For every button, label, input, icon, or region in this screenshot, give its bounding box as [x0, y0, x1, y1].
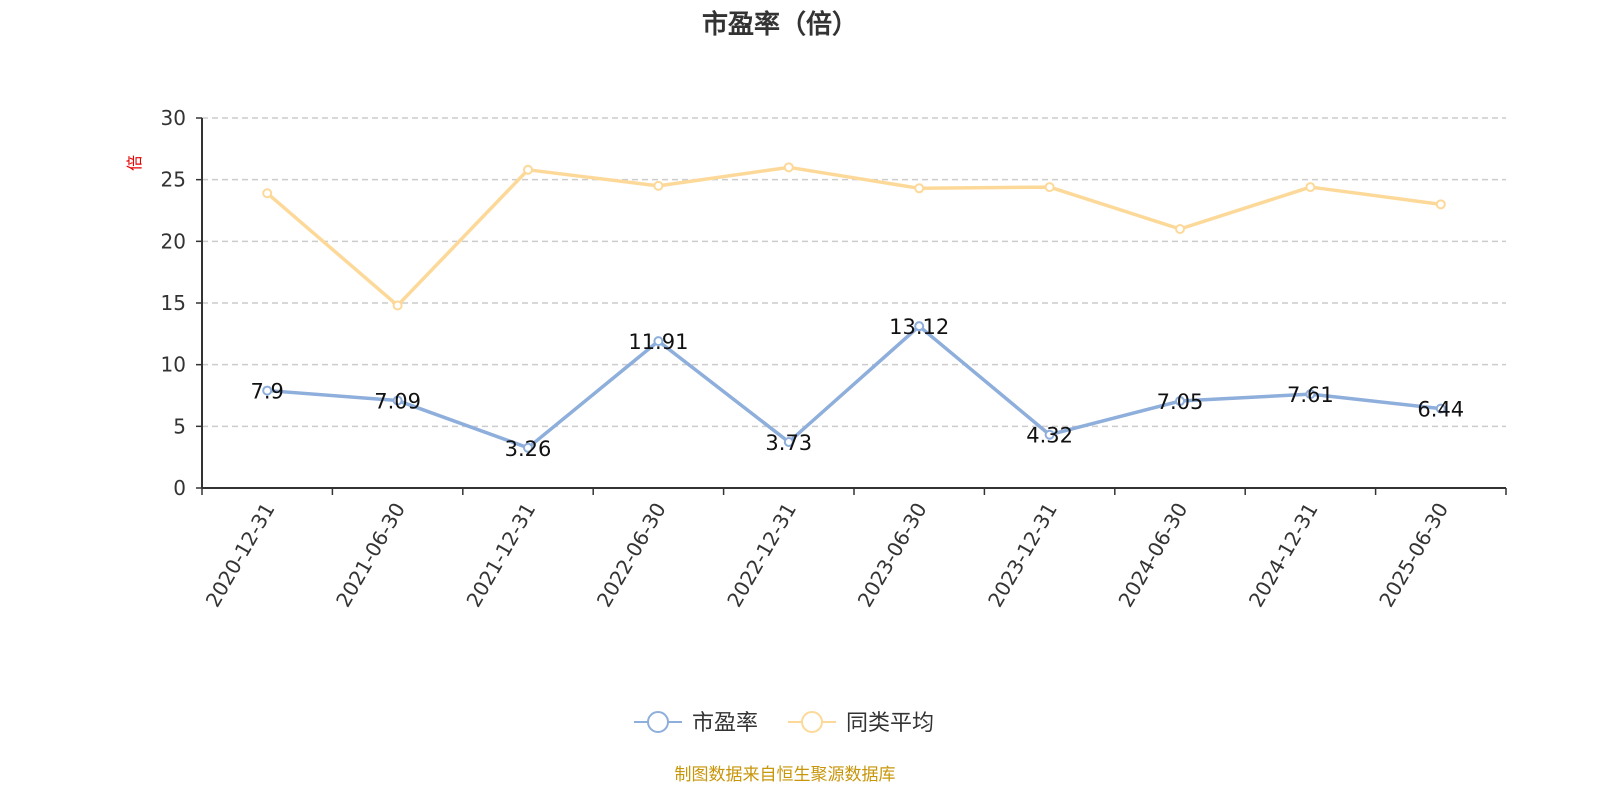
series-0-point-0[interactable]	[262, 385, 273, 396]
legend[interactable]: 市盈率 同类平均	[634, 711, 934, 736]
series-line-0	[267, 324, 1441, 450]
y-tick-label-6: 30	[161, 106, 186, 130]
y-axis-label: 倍	[125, 155, 144, 171]
y-tick-label-0: 0	[173, 476, 186, 500]
x-tick-label-0: 2020-12-31	[201, 499, 280, 612]
series-0-data-label-5: 13.12	[889, 315, 949, 339]
series-1-point-3[interactable]	[653, 180, 664, 191]
series-1-point-9[interactable]	[1435, 199, 1446, 210]
series-0-data-label-2: 3.26	[505, 437, 552, 461]
x-tick-label-4: 2022-12-31	[722, 499, 801, 612]
series-1-point-0[interactable]	[262, 188, 273, 199]
x-tick-label-8: 2024-12-31	[1244, 499, 1323, 612]
x-tick-label-2: 2021-12-31	[461, 499, 540, 612]
series-0-point-8[interactable]	[1305, 389, 1316, 400]
y-tick-label-5: 25	[161, 168, 186, 192]
series-1-point-8[interactable]	[1305, 182, 1316, 193]
series-0-data-label-8: 7.61	[1287, 383, 1334, 407]
y-tick-label-1: 5	[173, 414, 186, 438]
legend-label-0: 市盈率	[692, 711, 758, 736]
series-0-point-9[interactable]	[1435, 403, 1446, 414]
x-tick-label-6: 2023-12-31	[983, 499, 1062, 612]
series-lines	[262, 162, 1446, 453]
series-0-data-label-0: 7.9	[250, 380, 283, 404]
series-1-point-1[interactable]	[392, 300, 403, 311]
series-0-data-label-9: 6.44	[1417, 398, 1464, 422]
legend-item-1[interactable]: 同类平均	[788, 711, 934, 736]
series-0-point-5[interactable]	[914, 321, 925, 332]
series-1-point-6[interactable]	[1044, 182, 1055, 193]
legend-marker-0	[647, 711, 669, 733]
x-tick-label-3: 2022-06-30	[592, 499, 671, 612]
series-1-point-2[interactable]	[523, 164, 533, 175]
series-line-1	[266, 165, 1442, 308]
legend-marker-1	[801, 711, 823, 733]
series-0-data-label-3: 11.91	[628, 330, 688, 354]
series-1-point-4[interactable]	[783, 162, 794, 173]
x-tick-label-7: 2024-06-30	[1113, 499, 1192, 612]
series-1-point-5[interactable]	[914, 183, 925, 194]
chart-title: 市盈率（倍）	[702, 9, 858, 40]
legend-label-1: 同类平均	[846, 711, 934, 736]
y-tick-label-4: 20	[161, 229, 186, 253]
series-0-point-2[interactable]	[523, 442, 533, 453]
series-0-point-3[interactable]	[653, 336, 664, 347]
y-tick-label-3: 15	[161, 291, 186, 315]
legend-item-0[interactable]: 市盈率	[634, 711, 758, 736]
series-0-data-label-7: 7.05	[1157, 390, 1204, 414]
series-0-data-label-4: 3.73	[765, 431, 812, 455]
series-0-data-label-1: 7.09	[374, 390, 421, 414]
series-0-point-4[interactable]	[783, 436, 794, 447]
x-tick-label-9: 2025-06-30	[1374, 499, 1453, 612]
data-labels: 7.9 7.09 3.26 11.91 3.73 13.12 4.32 7.05 7.61 6.4…	[250, 315, 1464, 461]
axes: 0 5 10 15 20 25 30 2020-12-31 2021-06-30 2021-12-…	[161, 106, 1507, 612]
grid-lines	[202, 117, 1506, 428]
series-0-point-1[interactable]	[392, 395, 403, 406]
y-tick-label-2: 10	[161, 353, 186, 377]
series-0-point-7[interactable]	[1175, 396, 1185, 407]
x-tick-label-5: 2023-06-30	[853, 499, 932, 612]
series-0-point-6[interactable]	[1044, 429, 1055, 440]
series-0-data-label-6: 4.32	[1026, 424, 1073, 448]
source-note: 制图数据来自恒生聚源数据库	[675, 765, 896, 785]
series-1-point-7[interactable]	[1175, 224, 1185, 234]
x-tick-label-1: 2021-06-30	[331, 499, 410, 612]
